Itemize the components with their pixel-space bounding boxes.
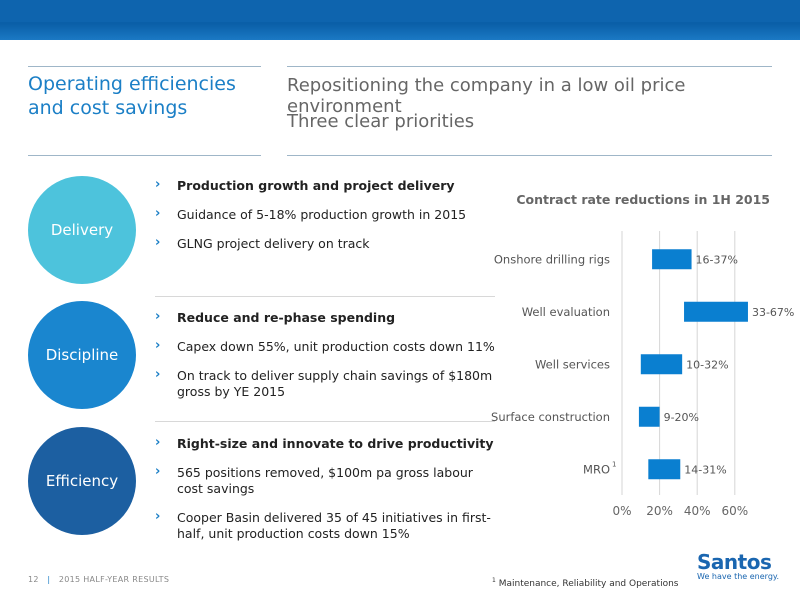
range-bar: [638, 406, 660, 427]
list-item: › 565 positions removed, $100m pa gross l…: [155, 464, 473, 496]
category-label: Surface construction: [491, 410, 610, 424]
category-label: MRO: [583, 462, 610, 476]
category-label: Well services: [535, 357, 610, 371]
efficiency-section: › Right-size and innovate to drive produc…: [155, 435, 500, 555]
footer-separator: |: [47, 575, 51, 584]
right-head-top-rule: [287, 66, 772, 67]
logo-tagline: We have the energy.: [697, 572, 780, 581]
chevron-right-icon: ›: [155, 464, 161, 479]
section-divider: [155, 421, 495, 422]
efficiency-circle: Efficiency: [28, 427, 136, 535]
range-bar: [652, 249, 692, 270]
chevron-right-icon: ›: [155, 509, 161, 524]
list-item: › Capex down 55%, unit production costs d…: [155, 338, 495, 354]
range-bar: [640, 354, 683, 375]
data-label: 33-67%: [752, 306, 794, 319]
santos-logo: Santos We have the energy.: [697, 550, 779, 581]
discipline-section: › Reduce and re-phase spending › Capex dow…: [155, 309, 500, 413]
data-label: 14-31%: [684, 463, 726, 476]
category-label: Onshore drilling rigs: [494, 252, 610, 266]
list-item: › Production growth and project delivery: [155, 177, 455, 193]
footnote-text: Maintenance, Reliability and Operations: [498, 579, 679, 589]
delivery-circle: Delivery: [28, 176, 136, 284]
discipline-label: Discipline: [45, 346, 119, 364]
list-item: › On track to deliver supply chain saving…: [155, 367, 493, 399]
chevron-right-icon: ›: [155, 435, 161, 450]
contract-rate-chart: 0% 20% 40% 60% 16-37% Onshore drilling rigs 33…: [491, 231, 794, 518]
page-title: Operating efficiencies and cost savings: [28, 73, 236, 119]
chevron-right-icon: ›: [155, 177, 161, 192]
chevron-right-icon: ›: [155, 235, 161, 250]
x-tick-label: 0%: [612, 504, 631, 518]
page-number: 12: [28, 575, 39, 584]
range-bar: [684, 301, 748, 322]
efficiency-label: Efficiency: [45, 472, 119, 490]
top-banner: [0, 0, 800, 40]
list-item: › Reduce and re-phase spending: [155, 309, 396, 325]
category-label: Well evaluation: [522, 305, 610, 319]
right-head-bottom-rule: [287, 155, 772, 156]
chevron-right-icon: ›: [155, 206, 161, 221]
list-item: › Cooper Basin delivered 35 of 45 initiat…: [155, 509, 491, 541]
list-item: › GLNG project delivery on track: [155, 235, 370, 251]
chart-title: Contract rate reductions in 1H 2015: [516, 192, 770, 207]
top-banner-stripe: [0, 0, 800, 22]
subtitle-line-2: Three clear priorities: [287, 111, 475, 132]
delivery-label: Delivery: [50, 221, 114, 239]
footer: 12 | 2015 HALF-YEAR RESULTS: [28, 575, 169, 584]
delivery-section: › Production growth and project delivery …: [155, 177, 500, 265]
range-bar: [648, 459, 681, 480]
x-tick-label: 40%: [684, 504, 711, 518]
chevron-right-icon: ›: [155, 367, 161, 382]
footnote: 1 Maintenance, Reliability and Operation…: [492, 577, 679, 589]
list-item: › Right-size and innovate to drive produc…: [155, 435, 494, 451]
x-tick-label: 20%: [646, 504, 673, 518]
section-divider: [155, 296, 495, 297]
discipline-circle: Discipline: [28, 301, 136, 409]
list-item: › Guidance of 5-18% production growth in …: [155, 206, 467, 222]
data-label: 16-37%: [696, 253, 738, 266]
left-title-top-rule: [28, 66, 261, 67]
left-title-bottom-rule: [28, 155, 261, 156]
document-name: 2015 HALF-YEAR RESULTS: [58, 575, 170, 584]
chevron-right-icon: ›: [155, 309, 161, 324]
logo-name: Santos: [697, 550, 772, 574]
x-tick-label: 60%: [721, 504, 748, 518]
footnote-mark: 1: [492, 577, 496, 584]
chevron-right-icon: ›: [155, 338, 161, 353]
category-superscript: 1: [612, 460, 616, 468]
data-label: 10-32%: [686, 358, 728, 371]
subtitle-line-1: Repositioning the company in a low oil p…: [287, 75, 686, 117]
data-label: 9-20%: [664, 411, 699, 424]
